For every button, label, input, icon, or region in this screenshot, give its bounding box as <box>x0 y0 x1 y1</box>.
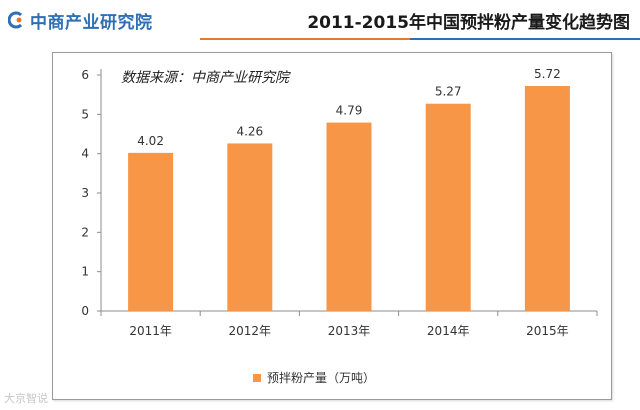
bar-chart: 0 1 2 3 4 5 6 4.02 2011年 4.26 2012年 4.79 2013年 5.27 20… <box>81 67 598 338</box>
bar <box>425 103 471 311</box>
y-tick-label: 4 <box>81 147 89 161</box>
chart-source-note: 数据来源：中商产业研究院 <box>121 70 289 86</box>
x-tick-label: 2013年 <box>328 324 371 338</box>
y-tick-label: 0 <box>81 304 89 318</box>
bar <box>524 86 570 311</box>
chart-legend: 预拌粉产量（万吨） <box>253 369 375 386</box>
y-tick-label: 1 <box>81 265 89 279</box>
x-tick-label: 2014年 <box>427 324 470 338</box>
logo: 中商产业研究院 <box>8 8 153 33</box>
logo-icon <box>8 11 23 29</box>
y-tick-label: 6 <box>81 68 89 82</box>
y-tick-label: 5 <box>81 107 89 121</box>
page-title: 2011-2015年中国预拌粉产量变化趋势图 <box>307 13 630 33</box>
chart-frame: 0 1 2 3 4 5 6 4.02 2011年 4.26 2012年 4.79 2013年 5.27 20… <box>52 52 612 400</box>
data-label: 5.72 <box>534 67 561 81</box>
watermark: 大京智说 <box>4 392 48 405</box>
data-label: 4.26 <box>236 124 263 138</box>
header: 中商产业研究院 2011-2015年中国预拌粉产量变化趋势图 <box>0 0 640 40</box>
header-divider-blue <box>410 38 640 40</box>
y-tick-label: 3 <box>81 186 89 200</box>
bar <box>128 152 174 311</box>
y-tick-label: 2 <box>81 225 89 239</box>
bar <box>227 143 273 311</box>
x-tick-label: 2012年 <box>229 324 272 338</box>
data-label: 5.27 <box>435 85 462 99</box>
header-divider-orange <box>200 38 410 40</box>
data-label: 4.79 <box>336 104 363 118</box>
bar <box>326 122 372 312</box>
legend-swatch <box>253 373 261 382</box>
x-tick-label: 2015年 <box>526 324 569 338</box>
logo-text: 中商产业研究院 <box>30 12 153 33</box>
x-tick-label: 2011年 <box>129 324 172 338</box>
data-label: 4.02 <box>137 134 164 148</box>
legend-label: 预拌粉产量（万吨） <box>267 371 376 385</box>
